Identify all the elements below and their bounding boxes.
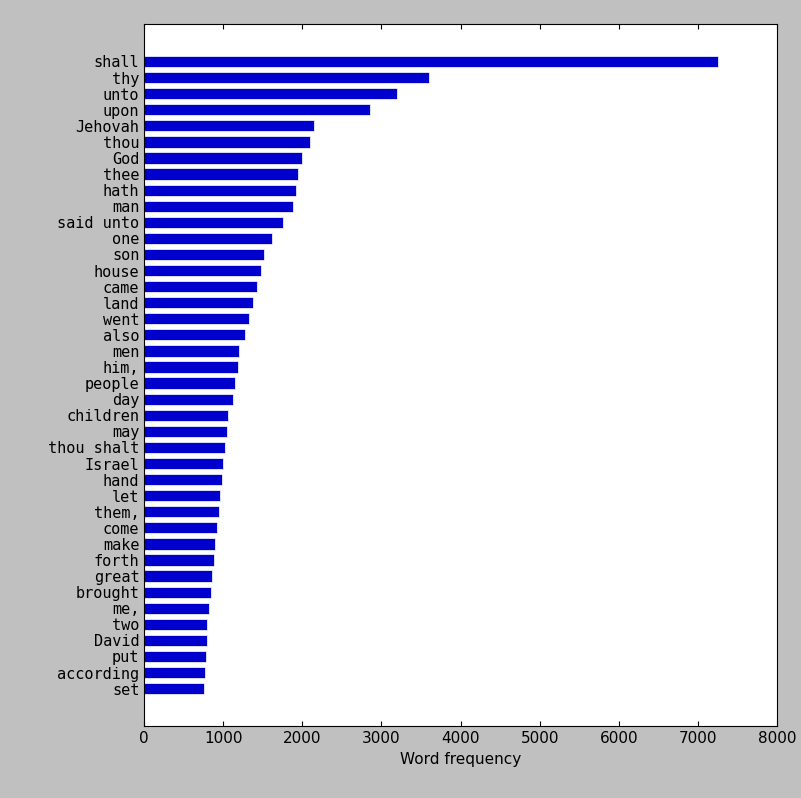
- Bar: [144, 200, 293, 211]
- Bar: [144, 651, 206, 662]
- Bar: [144, 249, 264, 260]
- Bar: [144, 265, 261, 276]
- Bar: [144, 458, 223, 469]
- Bar: [144, 522, 217, 533]
- Bar: [144, 88, 397, 99]
- Bar: [144, 217, 283, 228]
- Bar: [144, 104, 369, 116]
- Bar: [144, 233, 272, 244]
- Bar: [144, 72, 429, 83]
- Bar: [144, 168, 299, 180]
- Bar: [144, 602, 209, 614]
- Bar: [144, 490, 220, 501]
- Bar: [144, 377, 235, 389]
- Bar: [144, 56, 718, 67]
- Bar: [144, 361, 238, 373]
- Bar: [144, 330, 245, 341]
- Bar: [144, 281, 257, 292]
- Bar: [144, 152, 303, 164]
- Bar: [144, 506, 219, 517]
- X-axis label: Word frequency: Word frequency: [400, 752, 521, 767]
- Bar: [144, 683, 204, 694]
- Bar: [144, 587, 211, 598]
- Bar: [144, 634, 207, 646]
- Bar: [144, 571, 212, 582]
- Bar: [144, 346, 239, 357]
- Bar: [144, 313, 248, 325]
- Bar: [144, 393, 233, 405]
- Bar: [144, 618, 207, 630]
- Bar: [144, 184, 296, 196]
- Bar: [144, 539, 215, 550]
- Bar: [144, 409, 228, 421]
- Bar: [144, 442, 225, 453]
- Bar: [144, 136, 310, 148]
- Bar: [144, 555, 214, 566]
- Bar: [144, 120, 314, 132]
- Bar: [144, 297, 253, 308]
- Bar: [144, 425, 227, 437]
- Bar: [144, 667, 205, 678]
- Bar: [144, 474, 222, 485]
